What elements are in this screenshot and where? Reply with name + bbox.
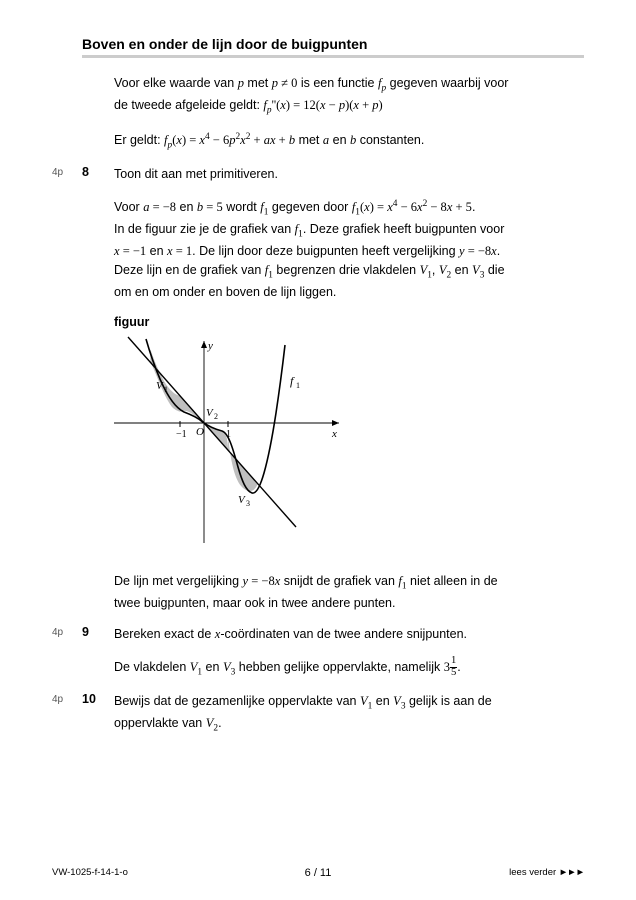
line-para: De lijn met vergelijking y = −8x snijdt …: [114, 572, 584, 613]
text: gegeven waarbij voor: [386, 76, 508, 90]
text: met: [295, 133, 323, 147]
text: twee buigpunten, maar ook in twee andere…: [114, 596, 395, 610]
text: constanten.: [356, 133, 424, 147]
svg-text:V: V: [206, 407, 214, 419]
text: snijdt de grafiek van: [280, 574, 398, 588]
footer-page: 6 / 11: [52, 867, 584, 879]
question-number: 8: [82, 165, 114, 179]
question-number: 10: [82, 692, 114, 706]
question-number: 9: [82, 625, 114, 639]
question-text: Toon dit aan met primitiveren.: [114, 165, 584, 184]
svg-text:V: V: [238, 494, 246, 506]
text: is een functie: [297, 76, 378, 90]
svg-text:f: f: [290, 374, 295, 388]
svg-text:3: 3: [246, 499, 250, 508]
text: Voor elke waarde van: [114, 76, 238, 90]
title: Boven en onder de lijn door de buigpunte…: [82, 36, 584, 55]
points-label: 4p: [52, 692, 82, 705]
text: en: [202, 660, 223, 674]
vlak-para: De vlakdelen V1 en V3 hebben gelijke opp…: [114, 656, 584, 680]
ergeldt-para: Er geldt: fp(x) = x4 − 6p2x2 + ax + b me…: [114, 130, 584, 153]
question-9: 4p 9 Bereken exact de x-coördinaten van …: [52, 625, 584, 644]
intro-para: Voor elke waarde van p met p ≠ 0 is een …: [114, 74, 584, 118]
text: de tweede afgeleide geldt:: [114, 98, 263, 112]
voor-para: Voor a = −8 en b = 5 wordt f1 gegeven do…: [114, 197, 584, 303]
text: en: [329, 133, 350, 147]
text: en: [372, 694, 393, 708]
svg-text:−1: −1: [176, 429, 187, 440]
footer: VW-1025-f-14-1-o 6 / 11 lees verder ►►►: [52, 867, 584, 878]
text: De vlakdelen: [114, 660, 190, 674]
text: .: [457, 660, 460, 674]
svg-text:O: O: [196, 426, 204, 438]
svg-text:2: 2: [214, 412, 218, 421]
title-rule: [82, 55, 584, 58]
text: oppervlakte van: [114, 716, 206, 730]
text: .: [218, 716, 221, 730]
figure: −1 1 O y x V1 V2 V3 f1: [114, 335, 584, 558]
question-text: Bereken exact de x-coördinaten van de tw…: [114, 625, 584, 644]
text: hebben gelijke oppervlakte, namelijk: [235, 660, 443, 674]
text: Bewijs dat de gezamenlijke oppervlakte v…: [114, 694, 360, 708]
svg-text:1: 1: [296, 381, 300, 390]
text: met: [244, 76, 272, 90]
text: niet alleen in de: [407, 574, 498, 588]
page: Boven en onder de lijn door de buigpunte…: [0, 0, 636, 900]
text: De lijn met vergelijking: [114, 574, 243, 588]
text: gelijk is aan de: [406, 694, 492, 708]
question-text: Bewijs dat de gezamenlijke oppervlakte v…: [114, 692, 584, 736]
title-block: Boven en onder de lijn door de buigpunte…: [82, 36, 584, 58]
chart-svg: −1 1 O y x V1 V2 V3 f1: [114, 335, 354, 555]
svg-text:1: 1: [164, 385, 168, 394]
question-10: 4p 10 Bewijs dat de gezamenlijke oppervl…: [52, 692, 584, 736]
points-label: 4p: [52, 165, 82, 178]
text: Er geldt:: [114, 133, 164, 147]
question-8: 4p 8 Toon dit aan met primitiveren.: [52, 165, 584, 184]
figure-label: figuur: [114, 315, 584, 329]
svg-text:x: x: [331, 428, 337, 440]
svg-text:y: y: [207, 340, 213, 352]
points-label: 4p: [52, 625, 82, 638]
